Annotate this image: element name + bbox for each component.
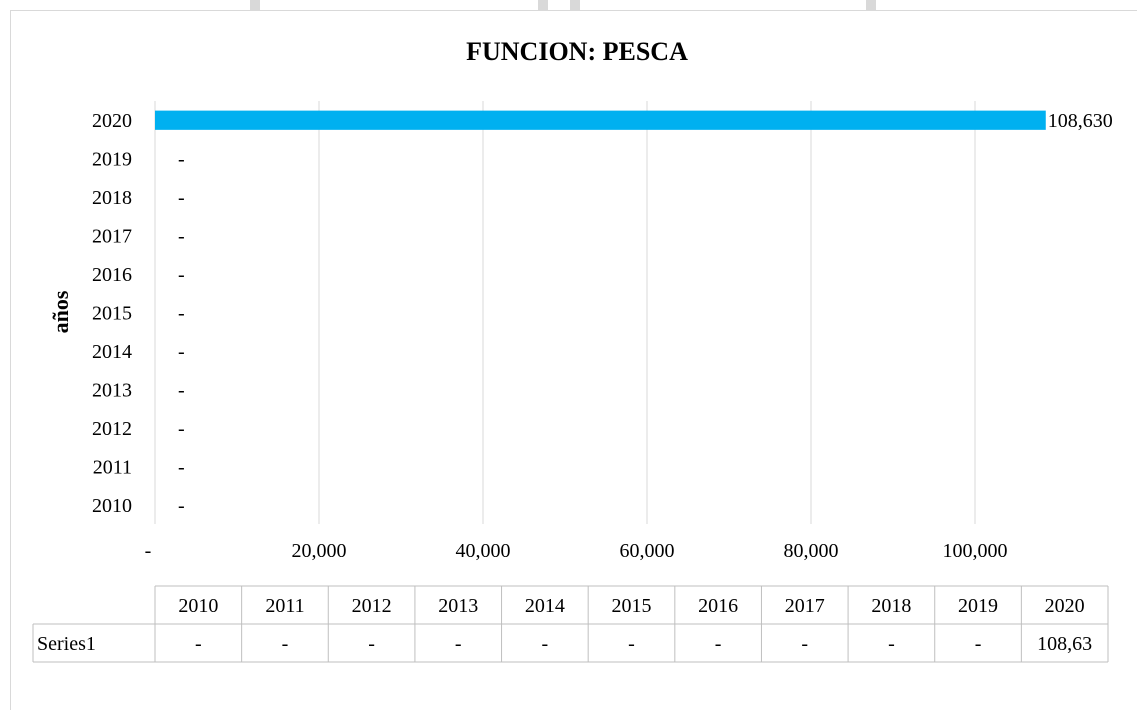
y-tick-label: 2017	[92, 226, 132, 248]
table-value-cell: -	[975, 633, 982, 655]
table-header-cell: 2010	[178, 595, 218, 617]
data-label: 108,630	[1048, 110, 1113, 132]
table-value-cell: -	[801, 633, 808, 655]
chart-frame	[10, 10, 1137, 710]
table-value-cell: -	[888, 633, 895, 655]
chart: FUNCION: PESCA años 2010 2011 2012 2013 2014…	[32, 37, 1113, 663]
data-label: -	[178, 187, 185, 209]
data-label: -	[178, 341, 185, 363]
y-tick-label: 2018	[92, 187, 132, 209]
data-label: -	[178, 379, 185, 401]
table-header-cell: 2017	[785, 595, 825, 617]
data-label: -	[178, 418, 185, 440]
x-tick-label: 100,000	[943, 540, 1008, 562]
x-tick-label: 80,000	[784, 540, 839, 562]
y-tick-label: 2015	[92, 303, 132, 325]
data-label: -	[178, 264, 185, 286]
x-tick-label: -	[145, 540, 152, 562]
chart-title: FUNCION: PESCA	[466, 37, 688, 66]
table-header-cell: 2018	[871, 595, 911, 617]
bar	[155, 110, 1046, 130]
y-tick-label: 2011	[93, 456, 132, 478]
header-tab-1	[250, 0, 548, 10]
table-value-cell: 108,63	[1037, 633, 1092, 655]
x-tick-label: 40,000	[456, 540, 511, 562]
data-label: -	[178, 495, 185, 517]
table-header-cell: 2019	[958, 595, 998, 617]
data-label: -	[178, 456, 185, 478]
table-series-name: Series1	[37, 633, 96, 655]
table-value-cell: -	[715, 633, 722, 655]
table-value-cell: -	[455, 633, 462, 655]
x-tick-label: 20,000	[292, 540, 347, 562]
y-tick-label: 2014	[92, 341, 132, 363]
data-label: -	[178, 149, 185, 171]
table-value-cell: -	[368, 633, 375, 655]
header-tab-2	[570, 0, 876, 10]
y-tick-label: 2019	[92, 149, 132, 171]
table-header-cell: 2020	[1045, 595, 1085, 617]
y-tick-label: 2013	[92, 379, 132, 401]
y-tick-label: 2016	[92, 264, 132, 286]
table-header-cell: 2016	[698, 595, 738, 617]
y-axis-title: años	[48, 290, 73, 333]
table-header-cell: 2013	[438, 595, 478, 617]
table-header-cell: 2015	[612, 595, 652, 617]
table-header-cell: 2014	[525, 595, 565, 617]
table-value-cell: -	[282, 633, 289, 655]
table-header-cell: 2011	[265, 595, 304, 617]
table-value-cell: -	[195, 633, 202, 655]
y-tick-label: 2012	[92, 418, 132, 440]
table-value-cell: -	[628, 633, 635, 655]
table-header-cell: 2012	[352, 595, 392, 617]
y-tick-label: 2020	[92, 110, 132, 132]
table-value-cell: -	[542, 633, 549, 655]
data-label: -	[178, 303, 185, 325]
y-tick-label: 2010	[92, 495, 132, 517]
x-tick-label: 60,000	[620, 540, 675, 562]
data-label: -	[178, 226, 185, 248]
